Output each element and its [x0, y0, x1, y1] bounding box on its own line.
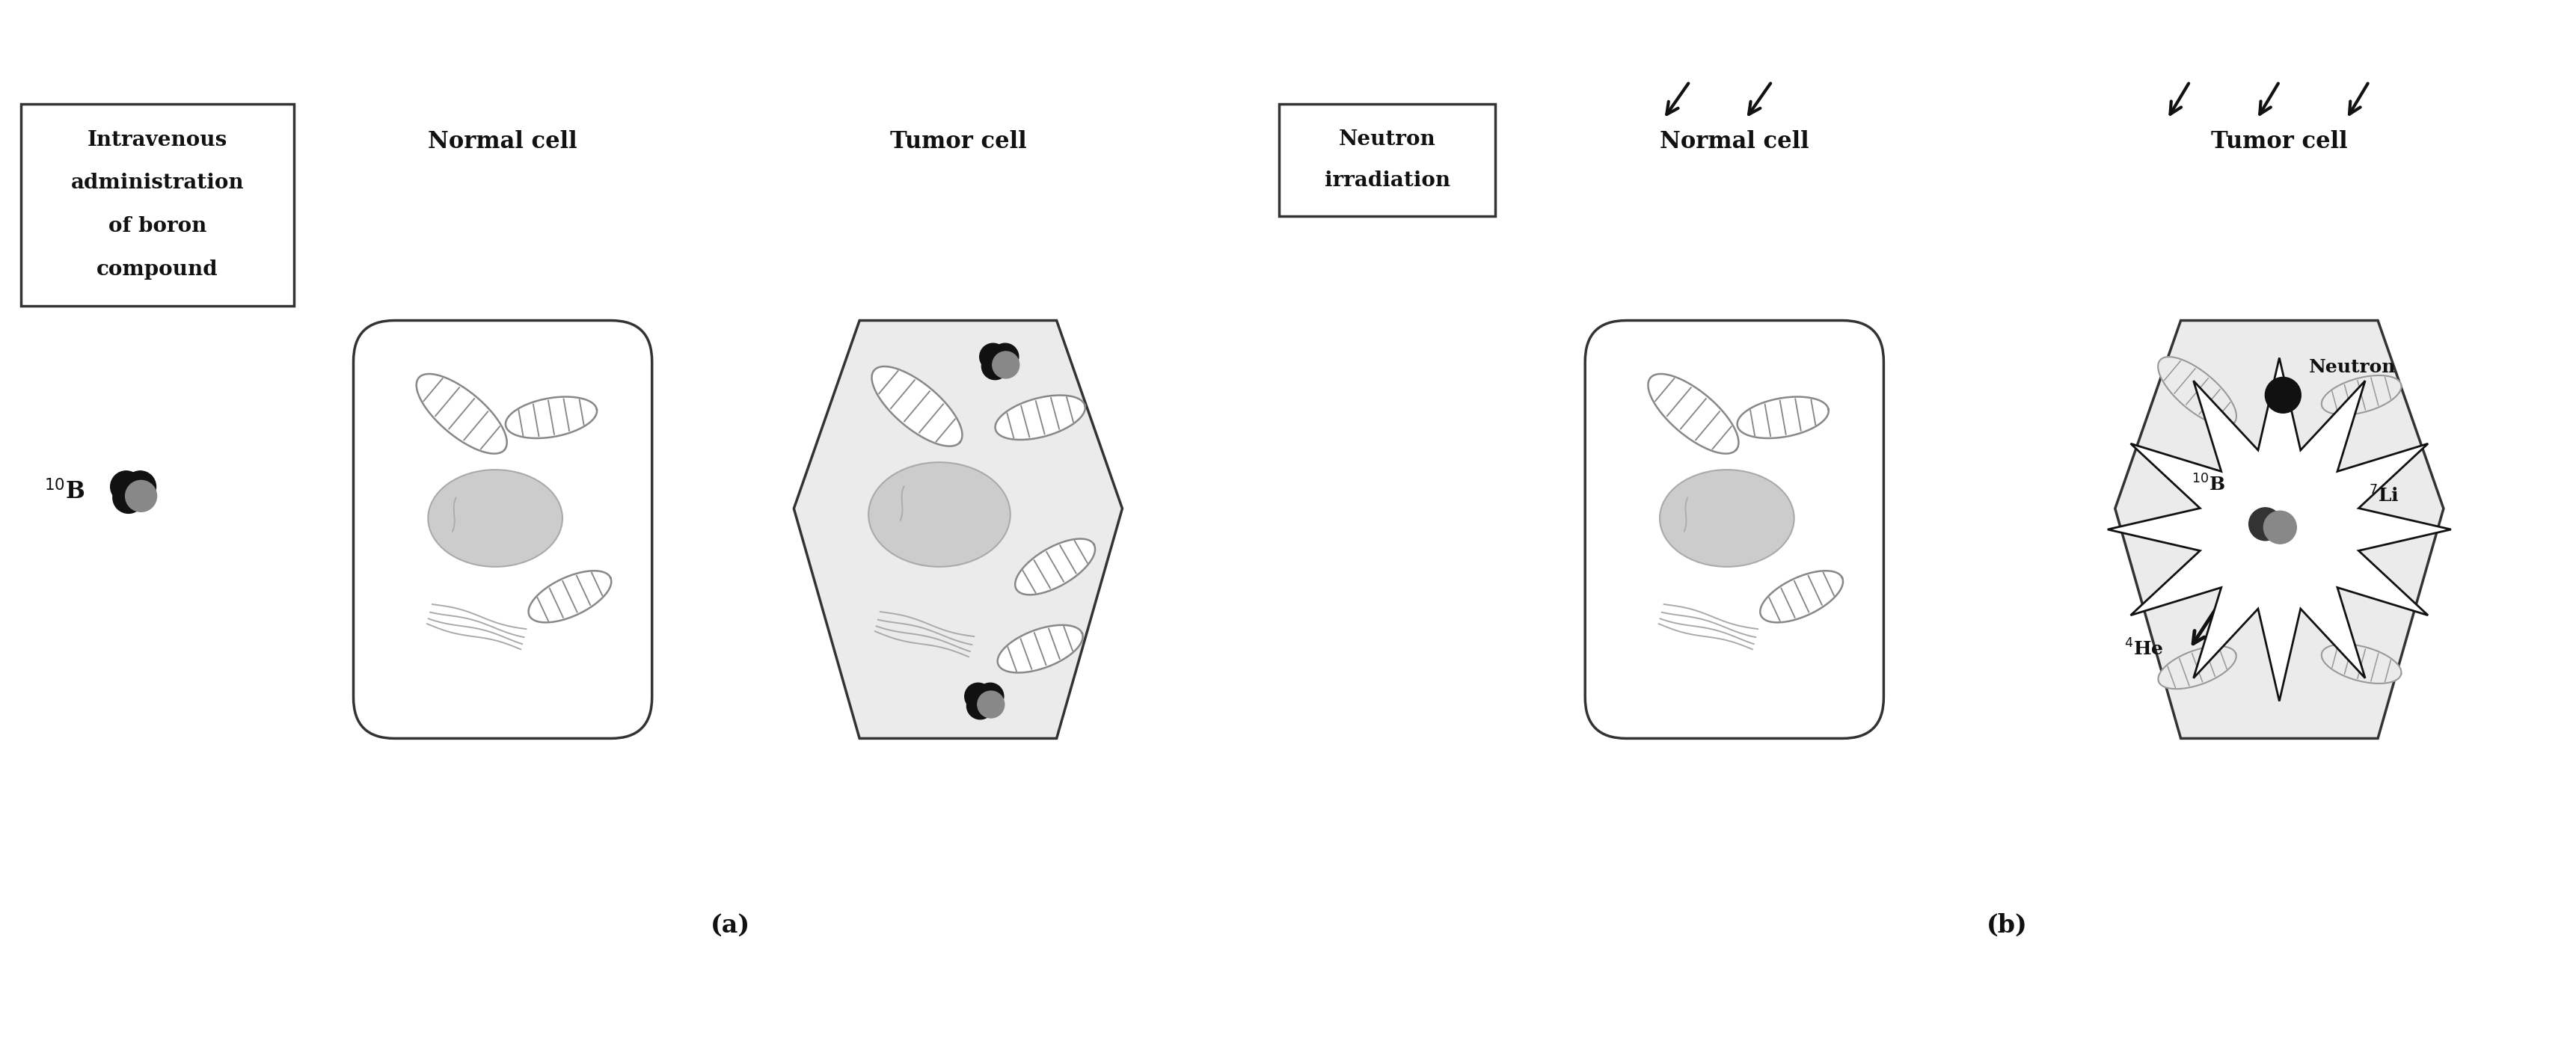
Polygon shape — [1015, 539, 1095, 595]
Polygon shape — [1736, 397, 1829, 438]
Polygon shape — [2107, 358, 2450, 701]
Circle shape — [979, 344, 1007, 371]
Circle shape — [2264, 511, 2295, 544]
FancyBboxPatch shape — [21, 104, 294, 305]
Text: Tumor cell: Tumor cell — [889, 130, 1025, 153]
Ellipse shape — [428, 470, 562, 567]
Circle shape — [992, 344, 1018, 371]
Circle shape — [126, 481, 157, 512]
Circle shape — [111, 471, 142, 502]
Polygon shape — [1649, 374, 1739, 454]
Polygon shape — [2115, 321, 2445, 738]
FancyBboxPatch shape — [353, 321, 652, 738]
Circle shape — [981, 353, 1010, 380]
Text: administration: administration — [72, 173, 245, 193]
Circle shape — [992, 352, 1020, 378]
Text: Intravenous: Intravenous — [88, 130, 227, 149]
Polygon shape — [2159, 646, 2236, 689]
Polygon shape — [2321, 376, 2401, 415]
Polygon shape — [2159, 357, 2236, 426]
Circle shape — [2249, 508, 2282, 541]
Text: irradiation: irradiation — [1324, 170, 1450, 191]
Text: Normal cell: Normal cell — [428, 130, 577, 153]
Text: $^{10}$B: $^{10}$B — [44, 480, 85, 504]
FancyBboxPatch shape — [1280, 104, 1497, 216]
Circle shape — [966, 692, 994, 719]
Text: Neutron: Neutron — [1340, 130, 1435, 149]
Ellipse shape — [1659, 470, 1793, 567]
Text: Neutron: Neutron — [2308, 358, 2396, 377]
Text: $^{7}$Li: $^{7}$Li — [2370, 486, 2398, 507]
Text: Normal cell: Normal cell — [1659, 130, 1808, 153]
Polygon shape — [1759, 571, 1842, 623]
Text: $^{10}$B: $^{10}$B — [2192, 474, 2226, 495]
Circle shape — [976, 691, 1005, 718]
Text: compound: compound — [98, 260, 219, 280]
Polygon shape — [417, 374, 507, 454]
Circle shape — [963, 683, 992, 710]
Polygon shape — [793, 321, 1123, 738]
FancyBboxPatch shape — [1584, 321, 1883, 738]
Polygon shape — [997, 625, 1082, 673]
Circle shape — [2264, 377, 2300, 413]
Circle shape — [976, 683, 1005, 710]
Circle shape — [124, 471, 157, 502]
Polygon shape — [528, 571, 611, 623]
Circle shape — [113, 482, 144, 513]
Polygon shape — [871, 366, 963, 446]
Polygon shape — [505, 397, 598, 438]
Polygon shape — [994, 395, 1084, 440]
Text: of boron: of boron — [108, 216, 206, 237]
Text: $^{4}$He: $^{4}$He — [2125, 638, 2164, 659]
Text: (b): (b) — [1986, 912, 2027, 937]
Ellipse shape — [868, 462, 1010, 567]
Text: (a): (a) — [711, 912, 750, 937]
Text: Tumor cell: Tumor cell — [2210, 130, 2347, 153]
Polygon shape — [2321, 645, 2401, 683]
